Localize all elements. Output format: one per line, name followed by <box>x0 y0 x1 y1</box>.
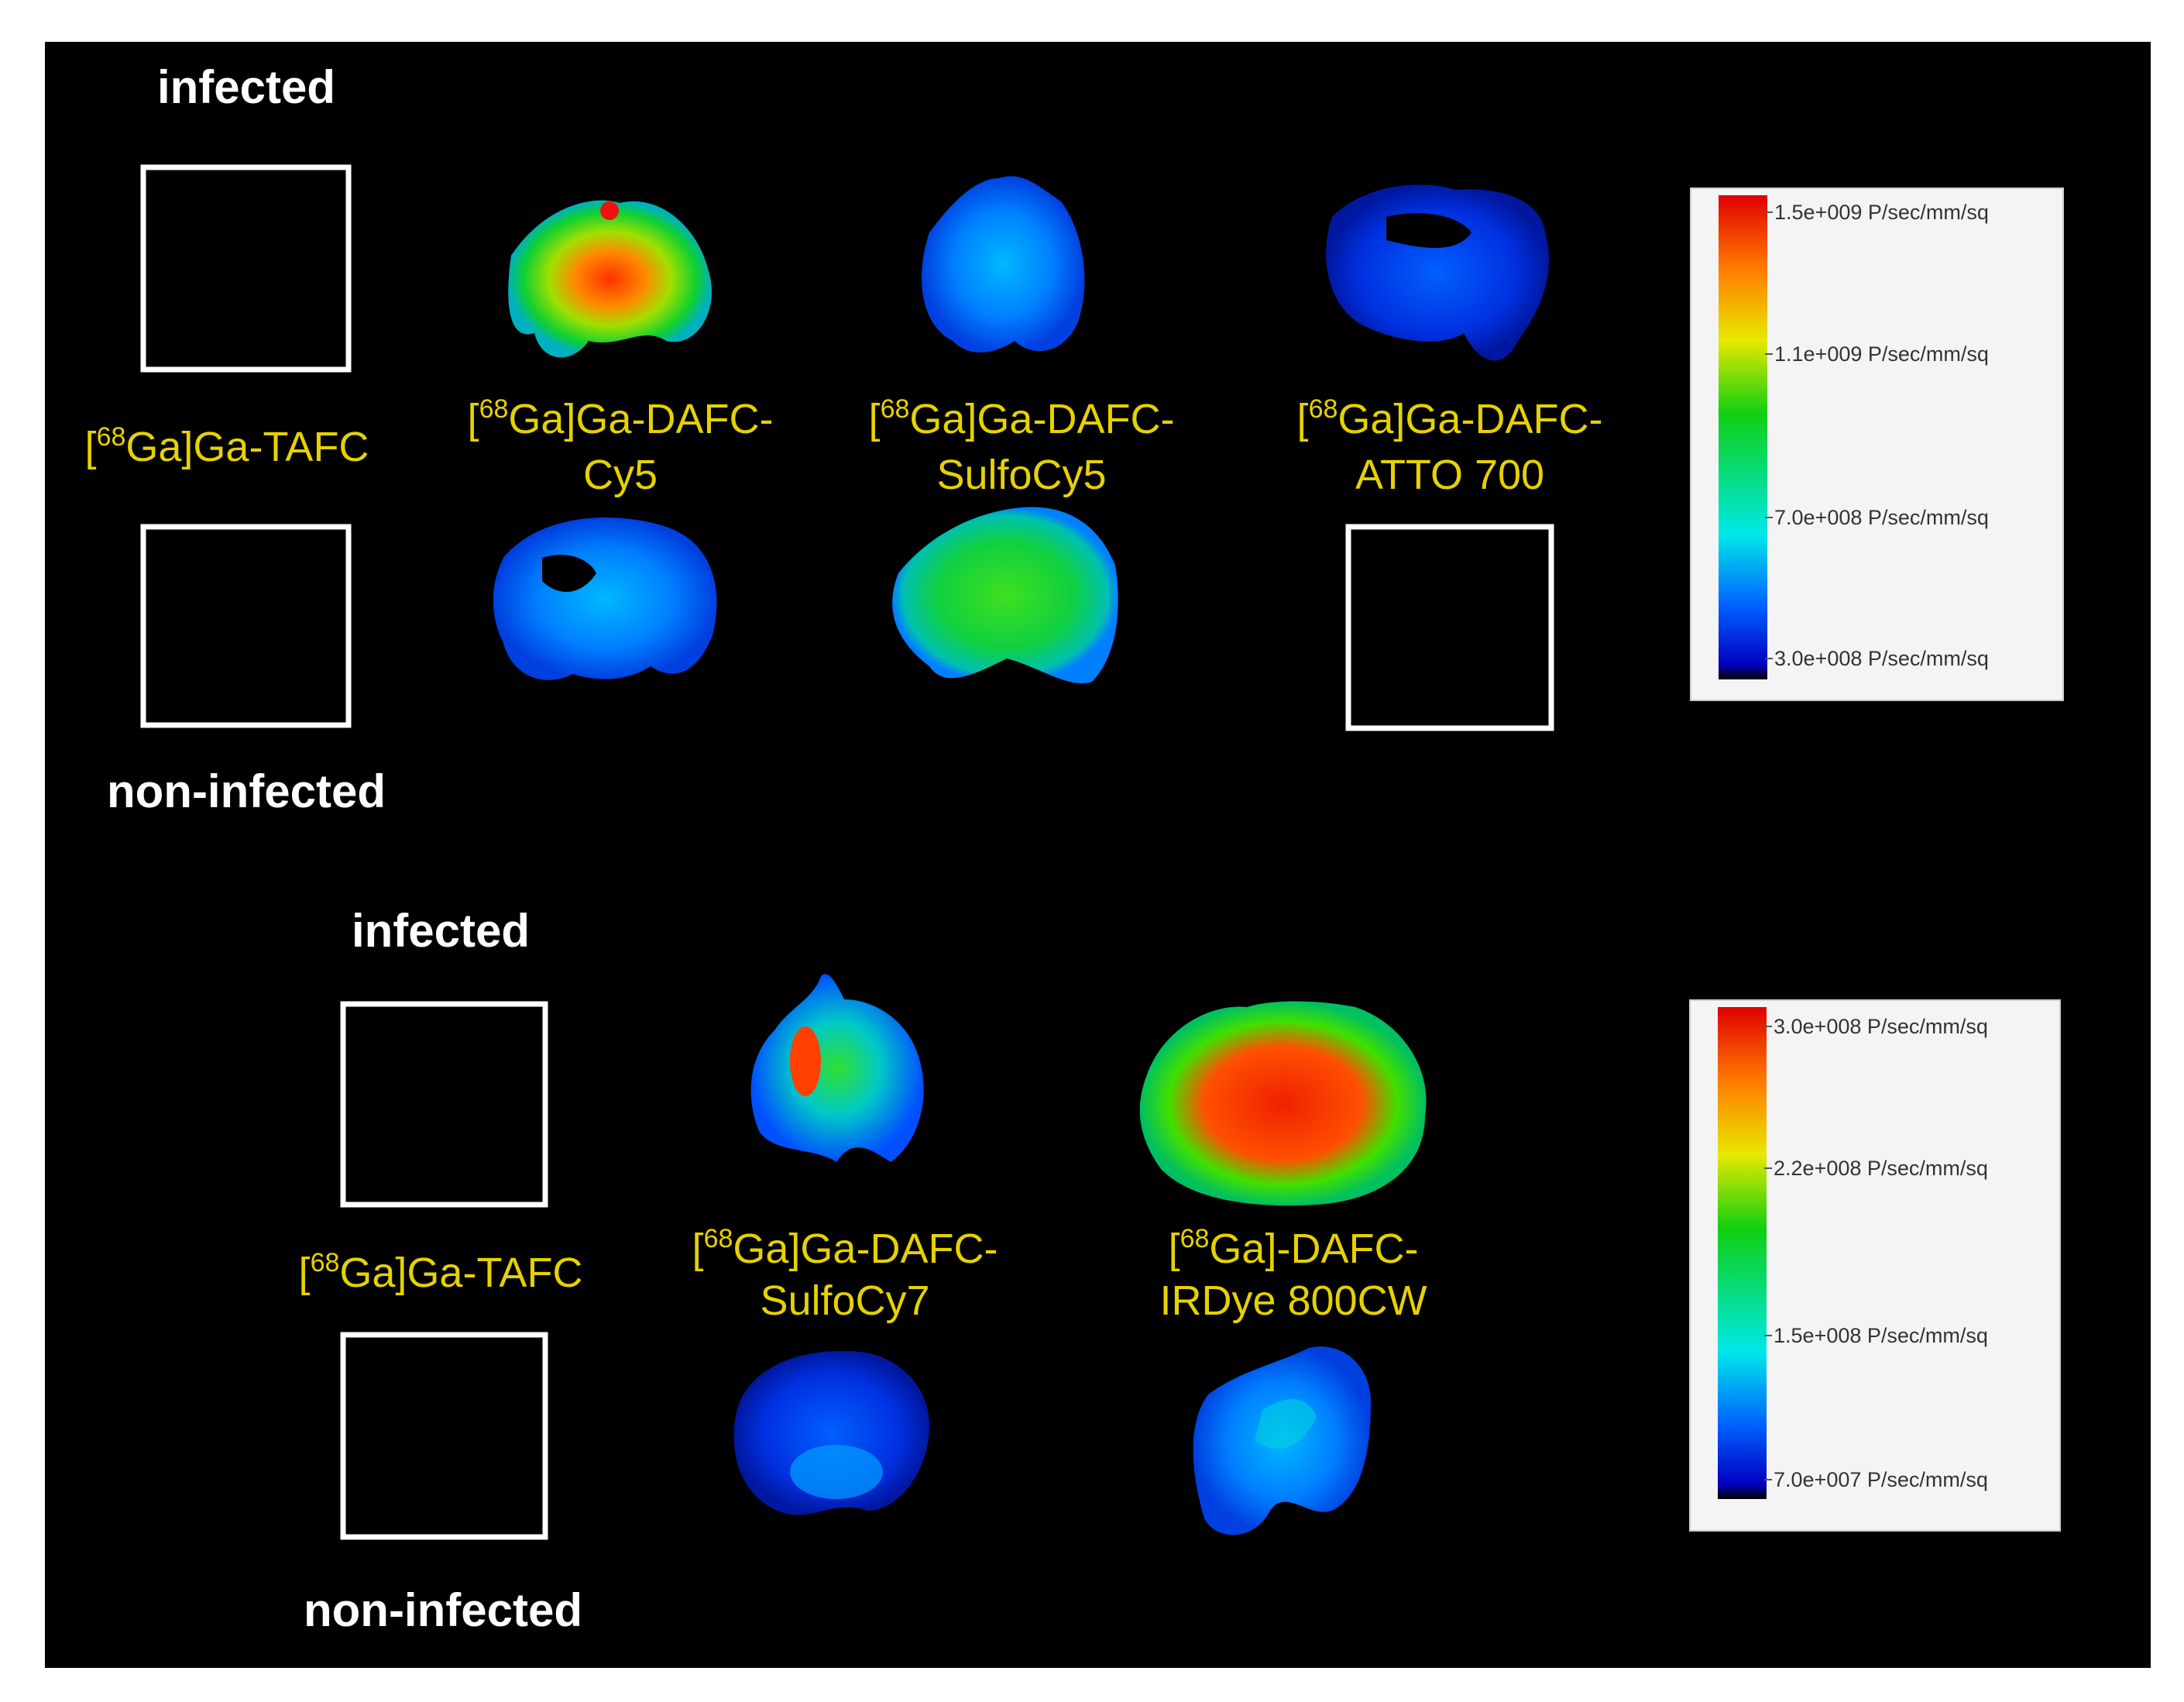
empty-frame <box>140 164 352 373</box>
fluorescence-image <box>892 507 1118 684</box>
probe-label: [68Ga]Ga-DAFC- <box>869 394 1175 442</box>
row-label: infected <box>157 61 335 113</box>
probe-label: [68Ga]Ga-DAFC- <box>468 394 774 442</box>
empty-frame <box>1345 524 1554 731</box>
probe-label: Cy5 <box>583 452 658 498</box>
label-part: Ga]-DAFC- <box>1209 1226 1418 1272</box>
fluorescence-image <box>1193 1346 1371 1535</box>
probe-label: SulfoCy5 <box>936 452 1106 498</box>
probe-label: IRDye 800CW <box>1159 1277 1427 1324</box>
fluorescence-image <box>922 176 1085 352</box>
label-part: Cy5 <box>583 452 658 498</box>
empty-frame <box>340 1001 548 1208</box>
colorbar-label: 2.2e+008 P/sec/mm/sq <box>1774 1157 1988 1180</box>
label-part: [ <box>692 1226 704 1272</box>
row-label: non-infected <box>107 765 386 817</box>
row-label: non-infected <box>304 1584 582 1636</box>
probe-label: [68Ga]Ga-DAFC- <box>692 1224 998 1272</box>
empty-frame <box>140 524 352 728</box>
label-part: Ga]Ga-DAFC- <box>733 1226 998 1272</box>
superscript: 68 <box>311 1248 340 1277</box>
probe-label: [68Ga]Ga-TAFC <box>299 1248 583 1296</box>
probe-label: [68Ga]Ga-DAFC- <box>1297 394 1603 442</box>
colorbar-label: 1.5e+009 P/sec/mm/sq <box>1774 201 1989 224</box>
superscript: 68 <box>97 422 126 452</box>
superscript: 68 <box>1309 394 1338 424</box>
label-part: Ga]Ga-TAFC <box>339 1250 582 1296</box>
colorbar <box>1719 195 1767 679</box>
label-part: ATTO 700 <box>1355 452 1544 498</box>
colorbar-label: 3.0e+008 P/sec/mm/sq <box>1774 1015 1988 1038</box>
label-part: Ga]Ga-DAFC- <box>508 396 773 442</box>
empty-frame <box>340 1332 548 1540</box>
label-part: Ga]Ga-TAFC <box>125 424 369 470</box>
fluorescence-image <box>493 517 717 680</box>
superscript: 68 <box>704 1224 733 1253</box>
colorbar <box>1718 1007 1767 1499</box>
label-part: Ga]Ga-DAFC- <box>909 396 1174 442</box>
label-part: [ <box>1297 396 1309 442</box>
probe-label: SulfoCy7 <box>760 1277 929 1324</box>
label-part: [ <box>468 396 479 442</box>
fluorescence-image <box>508 200 712 358</box>
colorbar-label: 1.5e+008 P/sec/mm/sq <box>1774 1324 1988 1347</box>
fluorescence-image <box>750 974 924 1162</box>
label-part: [ <box>1169 1226 1180 1272</box>
label-part: [ <box>85 424 97 470</box>
fluorescence-image <box>733 1350 929 1515</box>
label-part: Ga]Ga-DAFC- <box>1338 396 1602 442</box>
colorbar-label: 7.0e+007 P/sec/mm/sq <box>1774 1468 1988 1491</box>
probe-label: [68Ga]Ga-TAFC <box>85 422 369 470</box>
superscript: 68 <box>1180 1224 1210 1253</box>
superscript: 68 <box>881 394 910 424</box>
probe-label: ATTO 700 <box>1355 452 1544 498</box>
superscript: 68 <box>479 394 509 424</box>
label-part: [ <box>869 396 881 442</box>
probe-label: [68Ga]-DAFC- <box>1169 1224 1419 1272</box>
label-part: SulfoCy5 <box>936 452 1106 498</box>
label-part: IRDye 800CW <box>1159 1277 1427 1324</box>
label-part: SulfoCy7 <box>760 1277 929 1324</box>
colorbar-label: 3.0e+008 P/sec/mm/sq <box>1774 647 1989 670</box>
fluorescence-image <box>1139 1001 1427 1206</box>
label-part: [ <box>299 1250 311 1296</box>
row-label: infected <box>352 905 530 957</box>
colorbar-label: 1.1e+009 P/sec/mm/sq <box>1774 342 1989 366</box>
fluorescence-image <box>1326 184 1550 361</box>
colorbar-label: 7.0e+008 P/sec/mm/sq <box>1774 506 1989 529</box>
